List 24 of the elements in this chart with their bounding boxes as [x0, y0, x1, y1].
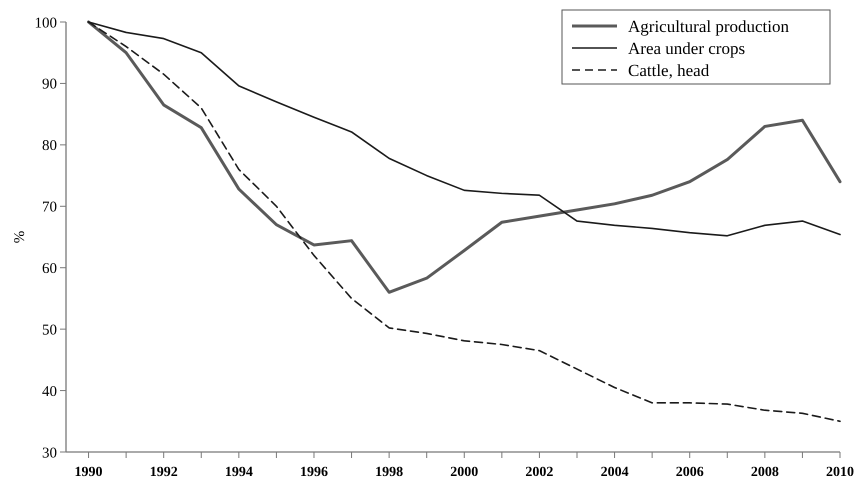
x-tick-label: 2010: [826, 465, 854, 480]
x-tick-label: 1994: [224, 465, 253, 480]
y-tick-label: 90: [42, 76, 57, 93]
x-tick-label: 2004: [600, 465, 629, 480]
x-tick-label: 2006: [676, 465, 704, 480]
x-tick-label: 2000: [450, 465, 478, 480]
x-tick-label: 2008: [750, 465, 779, 480]
legend-label: Cattle, head: [628, 60, 710, 80]
y-tick-label: 70: [42, 200, 57, 216]
legend-label: Agricultural production: [628, 16, 790, 36]
y-tick-label: 30: [42, 445, 57, 462]
x-tick-label: 2002: [525, 465, 554, 480]
legend-label: Area under crops: [628, 38, 746, 58]
y-tick-label: 100: [34, 15, 57, 32]
x-tick-label: 1992: [150, 465, 178, 480]
x-tick-label: 1996: [300, 465, 328, 480]
x-tick-label: 1998: [375, 465, 404, 480]
y-tick-label: 60: [42, 260, 57, 277]
x-tick-label: 1990: [74, 465, 103, 480]
y-tick-label: 40: [42, 384, 57, 400]
line-series: [87, 20, 842, 294]
y-tick-label: 80: [42, 138, 57, 154]
y-tick-label: 50: [42, 322, 57, 338]
y-axis-title: %: [12, 230, 28, 244]
